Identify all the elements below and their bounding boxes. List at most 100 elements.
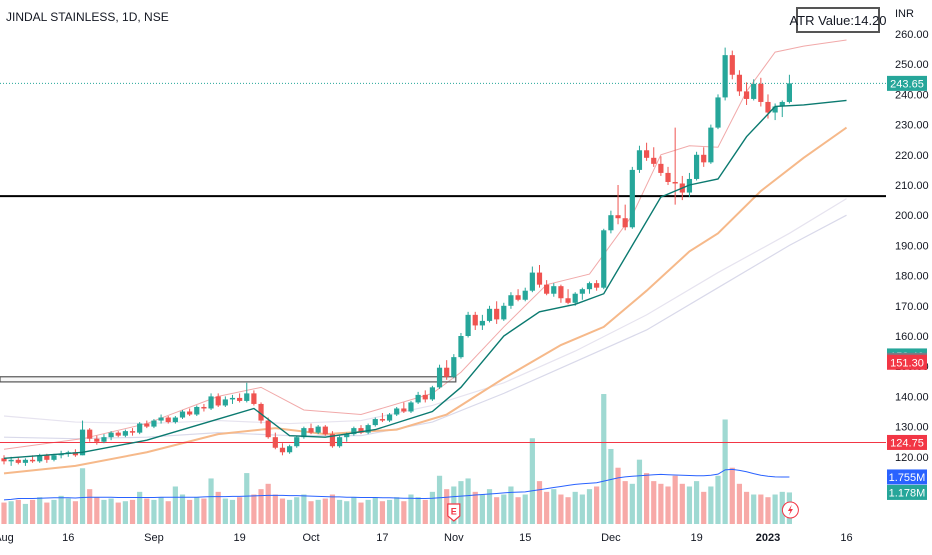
volume-bar	[144, 498, 150, 524]
candle-body	[308, 428, 314, 433]
volume-bar	[601, 394, 607, 524]
candle-body	[608, 215, 614, 231]
volume-bar	[201, 498, 207, 524]
candle-body	[365, 425, 371, 433]
volume-bar	[608, 448, 614, 524]
candle-body	[736, 74, 743, 92]
volume-bar	[494, 497, 500, 524]
x-tick-label: Sep	[144, 532, 164, 544]
candle-body	[529, 272, 535, 291]
volume-bar	[479, 494, 485, 524]
candle-body	[265, 420, 271, 438]
candle-body	[594, 283, 600, 288]
candle-body	[79, 429, 86, 456]
volume-pane	[1, 394, 792, 524]
volume-bar	[115, 502, 121, 524]
volume-bar	[622, 481, 628, 524]
candle-body	[751, 83, 757, 99]
volume-bar	[329, 494, 336, 524]
candle-body	[229, 397, 236, 400]
volume-bar	[301, 494, 307, 524]
y-tick-label: 220.00	[895, 150, 929, 162]
candle-body	[315, 426, 321, 433]
volume-bar	[222, 498, 228, 524]
candle-body	[758, 83, 764, 102]
candle-body	[444, 367, 450, 377]
candle-body	[51, 455, 57, 460]
candle-body	[544, 284, 550, 294]
volume-bar	[658, 483, 664, 524]
candle-body	[144, 423, 150, 427]
volume-bar	[137, 491, 143, 524]
y-tick-label: 140.00	[895, 391, 929, 403]
volume-bar	[272, 494, 278, 524]
volume-bar	[251, 494, 257, 524]
volume-bar	[636, 459, 643, 524]
candle-body	[536, 272, 543, 285]
candle-body	[44, 455, 50, 460]
volume-tag	[887, 469, 927, 485]
volume-bar	[58, 495, 64, 524]
candle-body	[622, 218, 628, 228]
candle-body	[122, 431, 128, 436]
volume-bar	[365, 499, 371, 524]
candle-body	[501, 305, 507, 320]
volume-bar	[101, 499, 107, 524]
x-tick-label: 16	[840, 532, 852, 544]
x-tick-label: Dec	[601, 532, 621, 544]
volume-bar	[172, 486, 178, 524]
candle-body	[187, 411, 193, 415]
y-tick-label: 170.00	[895, 301, 929, 313]
chart-title: JINDAL STAINLESS, 1D, NSE	[6, 10, 169, 24]
volume-bar	[586, 489, 593, 524]
candle-body	[358, 428, 364, 433]
candle-body	[494, 308, 500, 320]
atr-box: ATR Value: 14.20	[789, 7, 887, 33]
candle-body	[372, 419, 378, 426]
ema-fast-line	[3, 99, 847, 460]
candle-body	[551, 286, 557, 294]
candle-body	[451, 357, 457, 377]
candle-body	[486, 308, 493, 321]
volume-bar	[751, 494, 757, 524]
volume-bar	[522, 494, 528, 524]
candle-body	[329, 434, 336, 447]
volume-bar	[429, 491, 435, 524]
candle-body	[651, 157, 657, 164]
y-tick-label: 250.00	[895, 59, 929, 71]
price-tag-label: 124.75	[890, 437, 924, 449]
candle-body	[272, 437, 278, 448]
candle-body	[779, 101, 785, 107]
candle-body	[579, 289, 585, 294]
volume-bar	[29, 499, 36, 524]
volume-bar	[394, 497, 400, 524]
volume-bar	[722, 419, 728, 524]
volume-bar	[315, 499, 321, 524]
candle-body	[479, 320, 485, 326]
volume-bar	[486, 489, 493, 524]
y-tick-label: 180.00	[895, 271, 929, 283]
atr-label: ATR Value:	[789, 12, 854, 28]
volume-bar	[672, 475, 678, 524]
candle-body	[237, 397, 243, 401]
price-tag-label: 243.65	[890, 78, 924, 90]
volume-bar	[129, 499, 136, 524]
volume-bar	[287, 499, 293, 524]
volume-bar	[736, 483, 743, 524]
volume-bar	[258, 489, 264, 524]
candle-body	[287, 446, 293, 453]
candle-body	[715, 97, 721, 128]
volume-bar	[572, 491, 578, 524]
candle-body	[458, 336, 464, 358]
volume-bar	[772, 494, 778, 524]
candle-body	[37, 455, 43, 462]
price-tag	[887, 354, 927, 370]
candle-body	[772, 106, 778, 113]
volume-bar	[179, 494, 186, 524]
candle-body	[615, 215, 621, 219]
volume-bar	[187, 499, 193, 524]
volume-bar	[44, 502, 50, 524]
candle-body	[244, 393, 250, 401]
candle-body	[408, 402, 414, 412]
